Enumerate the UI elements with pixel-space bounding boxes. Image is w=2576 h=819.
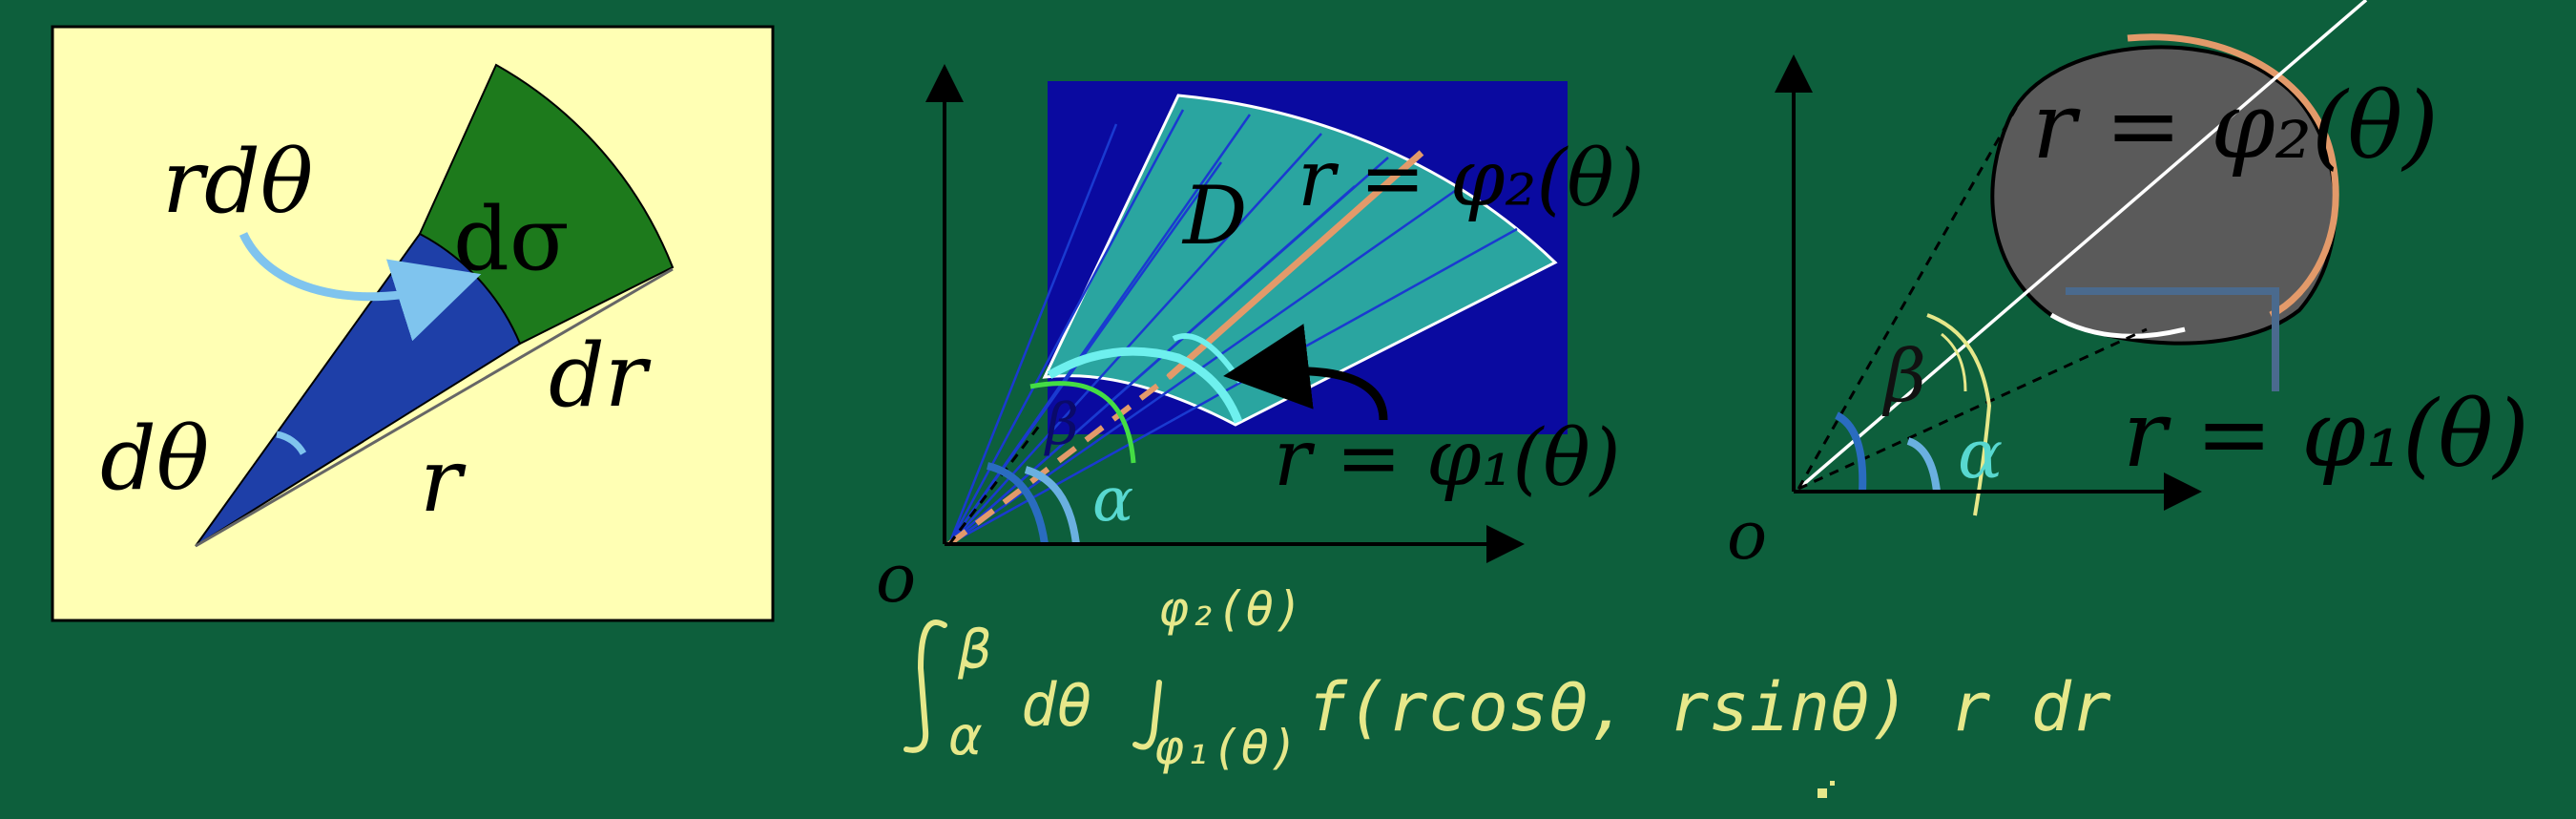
arrow-rdtheta	[239, 232, 482, 342]
label-dtheta: dθ	[100, 408, 209, 510]
d-theta: dθ	[1021, 670, 1092, 740]
inner-lower-limit: φ₁(θ)	[1154, 720, 1298, 775]
inner-upper-limit: φ₂(θ)	[1159, 581, 1303, 637]
black-arrow	[1223, 324, 1388, 421]
label-alpha: α	[1958, 415, 2003, 494]
outer-curve-orange	[2127, 33, 2339, 319]
ray-white	[1797, 0, 2368, 491]
label-origin: o	[1727, 496, 1767, 575]
inner-curve	[1047, 346, 1243, 424]
inner-curve-white	[2049, 312, 2186, 339]
label-D: D	[1181, 169, 1247, 262]
handwritten-integral: β α dθ φ₂(θ) φ₁(θ) f(rcosθ, rsinθ) r dr	[904, 581, 2111, 775]
integral-sign-2	[1132, 680, 1162, 750]
integral-upper-beta: β	[957, 620, 991, 682]
angle-arc-alpha	[1906, 437, 1941, 493]
angle-arc-beta	[1834, 411, 1867, 493]
label-curve-outer: r = φ₂(θ)	[1298, 134, 1645, 224]
area-element-sector	[418, 63, 675, 346]
chalk-arc	[1926, 313, 1992, 516]
ray-alpha-dashed	[947, 424, 1042, 545]
middle-diagram: D r = φ₂(θ) r = φ₁(θ) α β o	[876, 64, 1645, 618]
steel-arrow	[2066, 287, 2279, 391]
label-beta: β	[1044, 391, 1079, 458]
ray-orange-dashed	[947, 374, 1171, 547]
label-alpha: α	[1092, 465, 1133, 536]
label-curve-inner: r = φ₁(θ)	[1274, 413, 1621, 504]
integrand: f(rcosθ, rsinθ) r dr	[1307, 668, 2111, 746]
ray-beta-dashed	[1797, 104, 2020, 490]
ray-orange	[1166, 150, 1424, 380]
label-dr: dr	[549, 325, 652, 427]
label-r: r	[420, 430, 467, 532]
ray-alpha-dashed	[1797, 327, 2148, 491]
label-curve-inner: r = φ₁(θ)	[2123, 381, 2529, 488]
label-dsigma: dσ	[453, 188, 570, 290]
label-origin: o	[876, 539, 916, 618]
label-curve-outer: r = φ₂(θ)	[2032, 73, 2439, 179]
angle-arc-beta	[986, 462, 1049, 545]
label-rdtheta: rdθ	[162, 131, 313, 233]
integral-sign-1	[904, 620, 947, 753]
chalk-arc-2	[1941, 332, 1967, 392]
angle-arc-dtheta	[276, 430, 307, 455]
angle-arc-alpha	[1024, 466, 1080, 545]
region-gray	[1990, 45, 2337, 346]
integral-lower-alpha: α	[949, 705, 982, 767]
area-element-panel: rdθ dσ dr dθ r	[51, 25, 775, 622]
cursor-mark	[1818, 781, 1835, 798]
green-arc	[1029, 381, 1136, 464]
right-diagram: r = φ₂(θ) r = φ₁(θ) α β o	[1727, 0, 2529, 575]
ray-lower	[195, 267, 674, 548]
label-beta: β	[1881, 333, 1926, 418]
